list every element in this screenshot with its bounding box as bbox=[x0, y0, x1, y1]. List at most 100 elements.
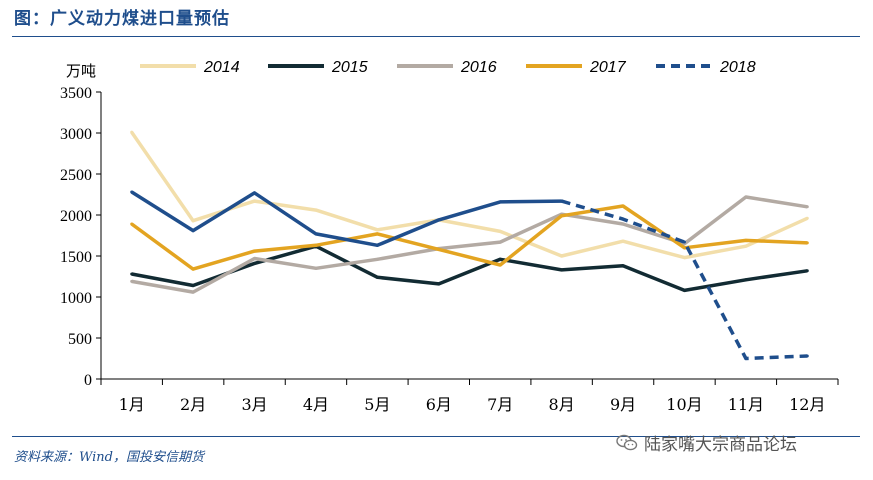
x-tick-label: 4月 bbox=[303, 395, 329, 414]
series-line bbox=[131, 244, 808, 293]
data-point bbox=[191, 229, 195, 233]
axes: 0 500 1000 1500 2000 2500 3000 3500 1月 2月 3月 4月 5月 6月… bbox=[60, 85, 839, 414]
data-point bbox=[253, 249, 257, 253]
data-point bbox=[621, 264, 625, 268]
y-tick-label: 1000 bbox=[60, 290, 92, 307]
title-divider bbox=[12, 36, 860, 37]
data-point bbox=[375, 257, 379, 261]
data-point bbox=[375, 243, 379, 247]
chart-title: 图：广义动力煤进口量预估 bbox=[14, 9, 230, 29]
series-line bbox=[130, 204, 808, 271]
data-point bbox=[744, 278, 748, 282]
data-point bbox=[130, 130, 134, 134]
data-point bbox=[560, 214, 564, 218]
legend-item-2014: 2014 bbox=[140, 59, 240, 76]
legend-item-2017: 2017 bbox=[526, 59, 627, 76]
watermark: 陆家嘴大宗商品论坛 bbox=[616, 430, 797, 455]
data-point bbox=[560, 199, 564, 203]
x-tick-label: 3月 bbox=[241, 395, 267, 414]
data-point bbox=[621, 217, 625, 221]
data-point bbox=[621, 239, 625, 243]
data-point bbox=[744, 195, 748, 199]
x-tick-label: 8月 bbox=[549, 395, 575, 414]
wechat-icon bbox=[616, 434, 638, 450]
data-point bbox=[498, 229, 502, 233]
data-point bbox=[744, 238, 748, 242]
data-point bbox=[130, 279, 134, 283]
data-point bbox=[253, 191, 257, 195]
legend-label: 2018 bbox=[719, 59, 756, 76]
x-tick-label: 12月 bbox=[789, 395, 825, 414]
data-point bbox=[130, 272, 134, 276]
y-tick-label: 500 bbox=[68, 331, 92, 348]
data-point bbox=[621, 222, 625, 226]
x-tick-label: 9月 bbox=[610, 395, 636, 414]
series-2014 bbox=[130, 130, 809, 260]
data-point bbox=[621, 204, 625, 208]
source-note: 资料来源：Wind，国投安信期货 bbox=[14, 450, 204, 465]
x-tick-label: 6月 bbox=[426, 395, 452, 414]
data-point bbox=[253, 261, 257, 265]
data-point bbox=[130, 222, 134, 226]
data-point bbox=[314, 208, 318, 212]
x-tick-label: 5月 bbox=[364, 395, 390, 414]
series-line-dashed bbox=[561, 199, 808, 361]
x-tick-label: 1月 bbox=[119, 395, 145, 414]
legend-item-2016: 2016 bbox=[397, 59, 497, 76]
data-point bbox=[314, 266, 318, 270]
data-point bbox=[805, 205, 809, 209]
series-line bbox=[130, 131, 809, 260]
series-2018 bbox=[130, 190, 809, 361]
data-point bbox=[498, 257, 502, 261]
x-tick-label: 2月 bbox=[180, 395, 206, 414]
data-point bbox=[375, 275, 379, 279]
x-tick-label: 11月 bbox=[728, 395, 764, 414]
y-tick-label: 3000 bbox=[60, 126, 92, 143]
data-point bbox=[191, 284, 195, 288]
line-chart: 2014 2015 2016 2017 2018 万吨 0 500 1000 1500 2000… bbox=[60, 59, 839, 414]
legend: 2014 2015 2016 2017 2018 bbox=[140, 59, 756, 76]
legend-item-2015: 2015 bbox=[268, 59, 368, 76]
data-point bbox=[191, 290, 195, 294]
data-point bbox=[314, 243, 318, 247]
data-point bbox=[253, 256, 257, 260]
data-point bbox=[498, 240, 502, 244]
data-point bbox=[437, 282, 441, 286]
data-point bbox=[682, 240, 686, 244]
series-line bbox=[131, 195, 808, 294]
data-point bbox=[805, 354, 809, 358]
legend-label: 2016 bbox=[460, 59, 497, 76]
data-point bbox=[191, 219, 195, 223]
y-tick-label: 2500 bbox=[60, 167, 92, 184]
watermark-text: 陆家嘴大宗商品论坛 bbox=[644, 435, 797, 455]
data-point bbox=[682, 288, 686, 292]
x-tick-label: 10月 bbox=[666, 395, 702, 414]
data-point bbox=[498, 200, 502, 204]
data-point bbox=[437, 247, 441, 251]
data-point bbox=[498, 263, 502, 267]
data-point bbox=[560, 254, 564, 258]
legend-label: 2017 bbox=[589, 59, 627, 76]
x-tick-label: 7月 bbox=[487, 395, 513, 414]
data-point bbox=[805, 269, 809, 273]
data-point bbox=[375, 228, 379, 232]
data-point bbox=[437, 218, 441, 222]
data-point bbox=[682, 246, 686, 250]
footer-divider bbox=[12, 436, 860, 437]
data-point bbox=[805, 216, 809, 220]
data-point bbox=[805, 241, 809, 245]
legend-label: 2015 bbox=[331, 59, 368, 76]
data-point bbox=[744, 357, 748, 360]
legend-label: 2014 bbox=[203, 59, 240, 76]
y-tick-label: 3500 bbox=[60, 85, 92, 102]
y-axis-label: 万吨 bbox=[66, 62, 96, 80]
data-point bbox=[314, 232, 318, 236]
series-2017 bbox=[130, 204, 809, 271]
series-line-solid bbox=[130, 190, 562, 248]
series-lines bbox=[130, 130, 809, 361]
data-point bbox=[191, 267, 195, 271]
y-tick-label: 1500 bbox=[60, 249, 92, 266]
legend-item-2018: 2018 bbox=[656, 59, 756, 76]
y-tick-label: 2000 bbox=[60, 208, 92, 225]
data-point bbox=[253, 199, 257, 203]
